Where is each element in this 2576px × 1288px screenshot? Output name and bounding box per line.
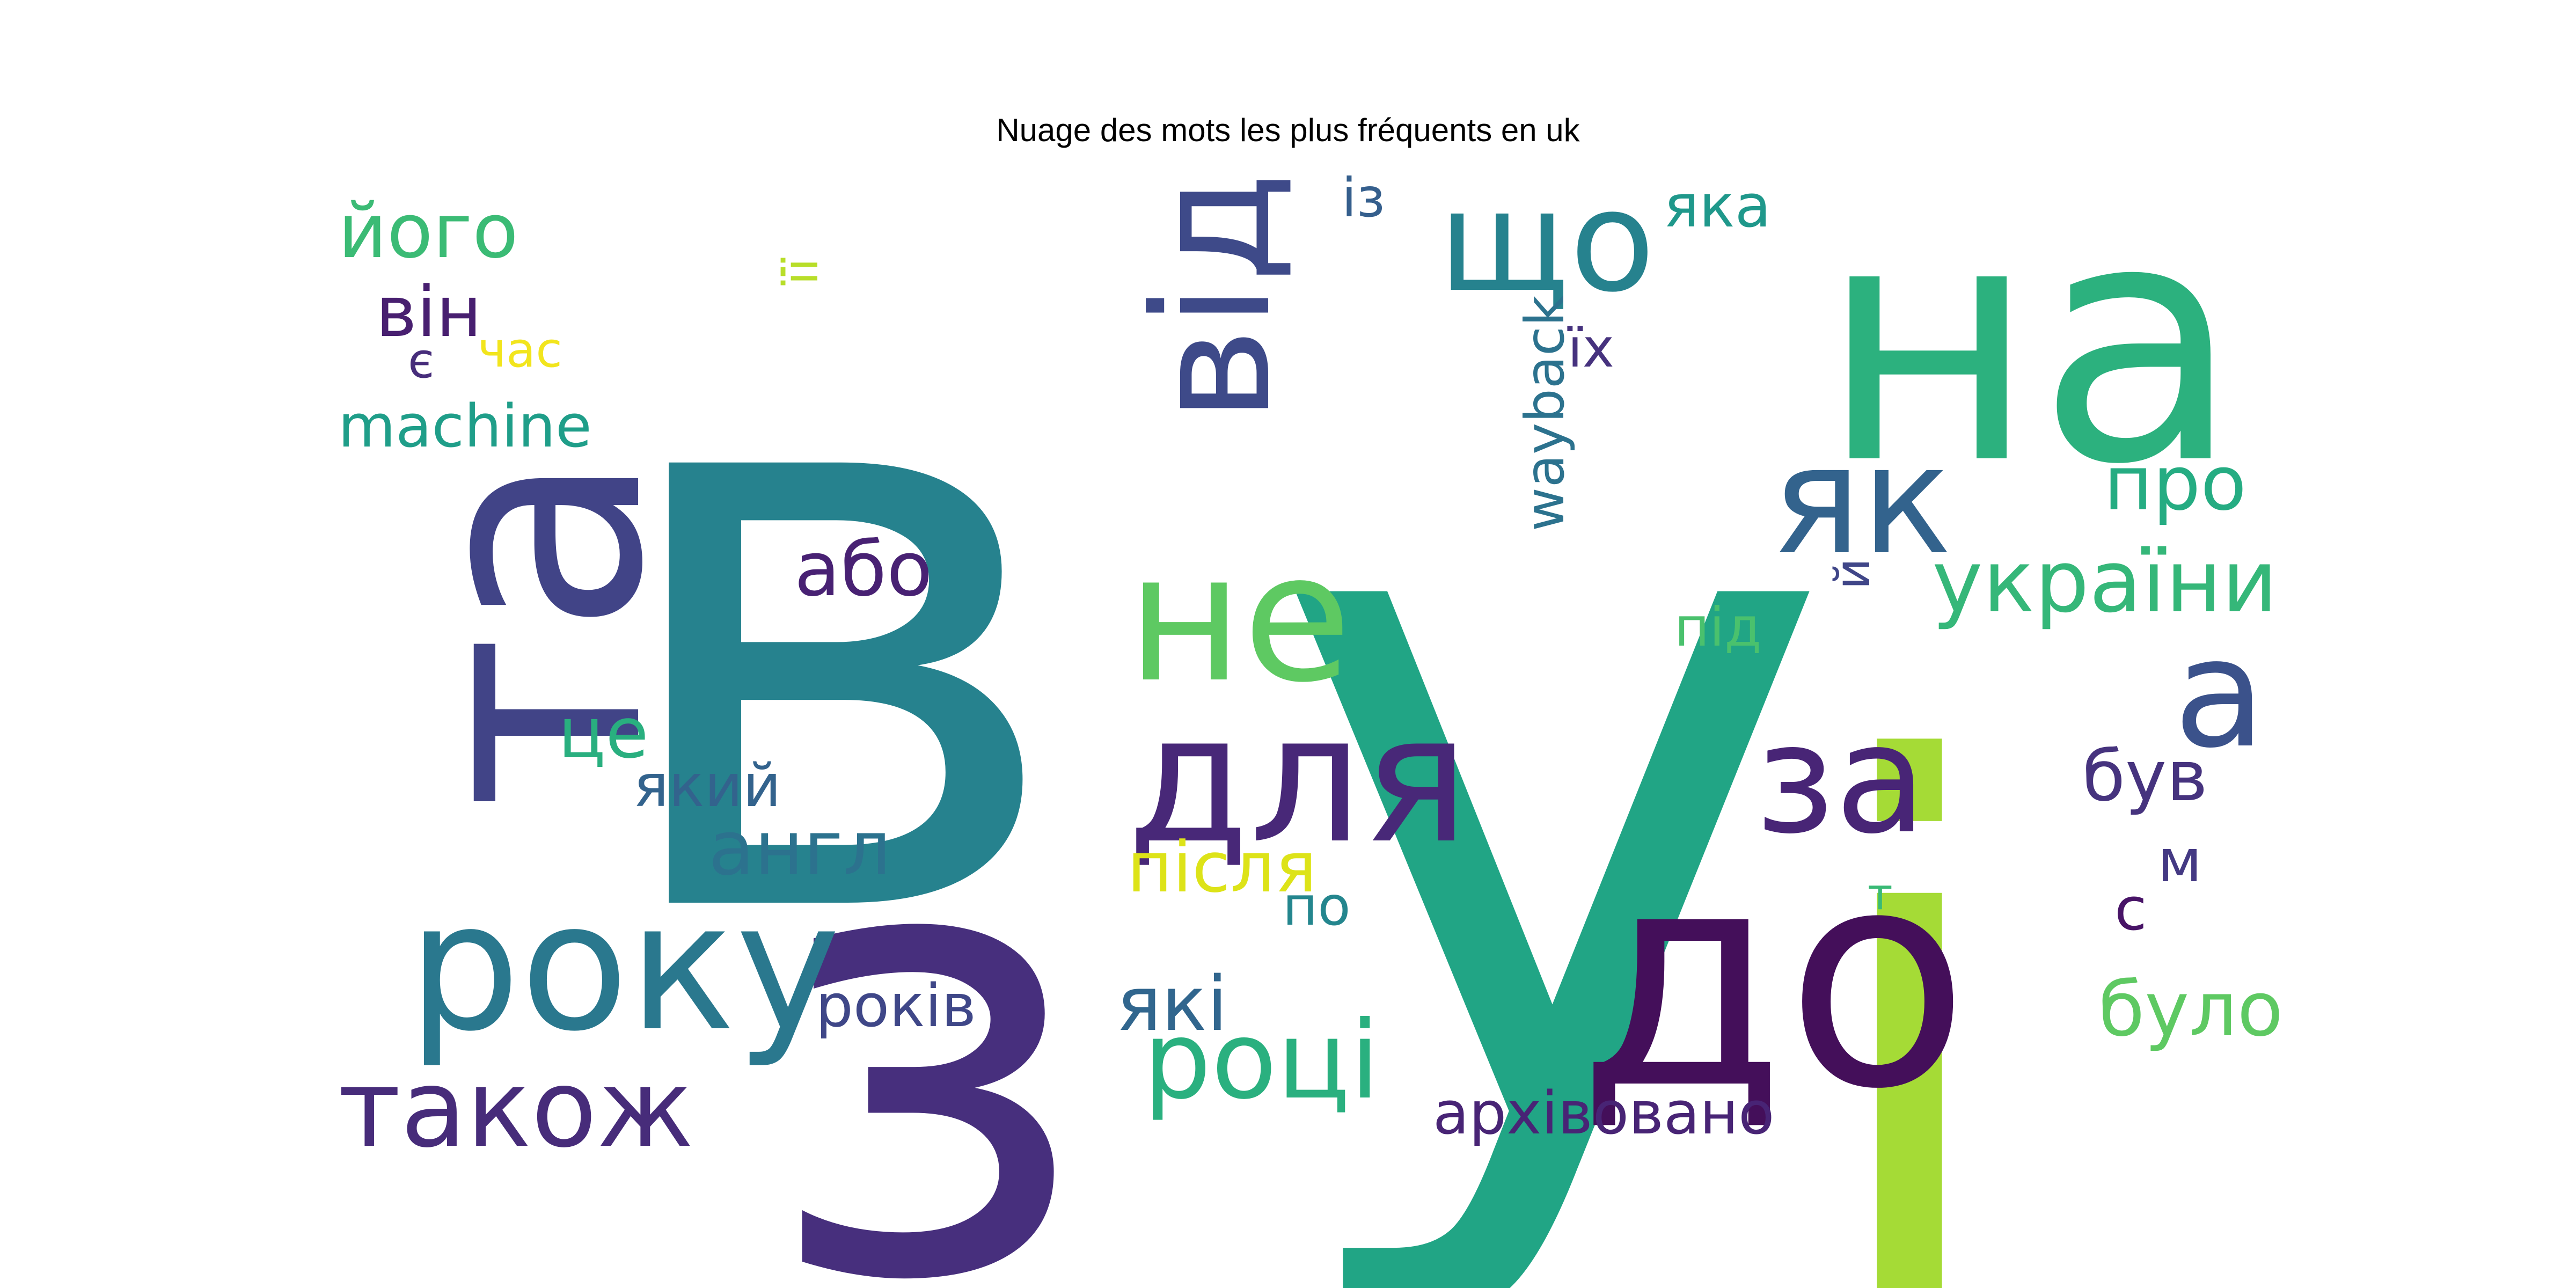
- word-є: є: [408, 333, 434, 389]
- word-англ: англ: [708, 805, 891, 892]
- word-у: у: [1267, 223, 1838, 1288]
- word-за: за: [1755, 692, 1927, 867]
- word-про: про: [2104, 440, 2246, 528]
- word-і-х: їх: [1567, 317, 1614, 379]
- word-рокiв: рокiв: [816, 971, 976, 1040]
- word-wayback: wayback: [1513, 295, 1576, 531]
- word-був: був: [2082, 735, 2208, 817]
- word-році: році: [1143, 998, 1380, 1123]
- word-украі-ни: україни: [1932, 531, 2278, 632]
- word-по: по: [1283, 875, 1351, 938]
- word-які: які: [1116, 961, 1228, 1048]
- word-и-: й: [1825, 558, 1881, 590]
- word-до: до: [1578, 805, 1970, 1155]
- word-після: після: [1127, 826, 1317, 908]
- chart-title: Nuage des mots les plus fréquents en uk: [996, 112, 1580, 148]
- word-для: для: [1127, 676, 1469, 882]
- word-також: також: [338, 1046, 693, 1172]
- word-а: а: [2174, 606, 2266, 781]
- word-під: під: [1674, 596, 1761, 658]
- word-м: м: [2157, 826, 2202, 895]
- word-т: т: [1868, 869, 1893, 919]
- word-як: як: [1771, 413, 1952, 588]
- word-року: року: [408, 864, 840, 1070]
- word-та: та: [360, 451, 709, 810]
- word-із: із: [1342, 166, 1385, 229]
- word-було: було: [2098, 966, 2283, 1053]
- word-с: с: [2114, 875, 2147, 943]
- word-він: він: [376, 271, 482, 353]
- word-якии-: який: [633, 751, 781, 820]
- word-в: в: [596, 156, 1070, 1093]
- word-яка: яка: [1664, 172, 1771, 240]
- word-і-і-: її: [773, 258, 829, 286]
- word-і: і: [1809, 617, 2010, 1288]
- word-machine: machine: [338, 392, 592, 460]
- word-з: з: [762, 698, 1091, 1288]
- word-и-ого: його: [338, 188, 518, 275]
- word-архівовано: архівовано: [1433, 1079, 1774, 1147]
- word-що: що: [1438, 161, 1655, 323]
- word-не: не: [1127, 515, 1352, 721]
- word-або: або: [794, 526, 933, 613]
- word-це: це: [558, 692, 648, 774]
- word-від: від: [1119, 172, 1306, 423]
- word-на: на: [1819, 150, 2241, 537]
- word-час: час: [478, 322, 562, 378]
